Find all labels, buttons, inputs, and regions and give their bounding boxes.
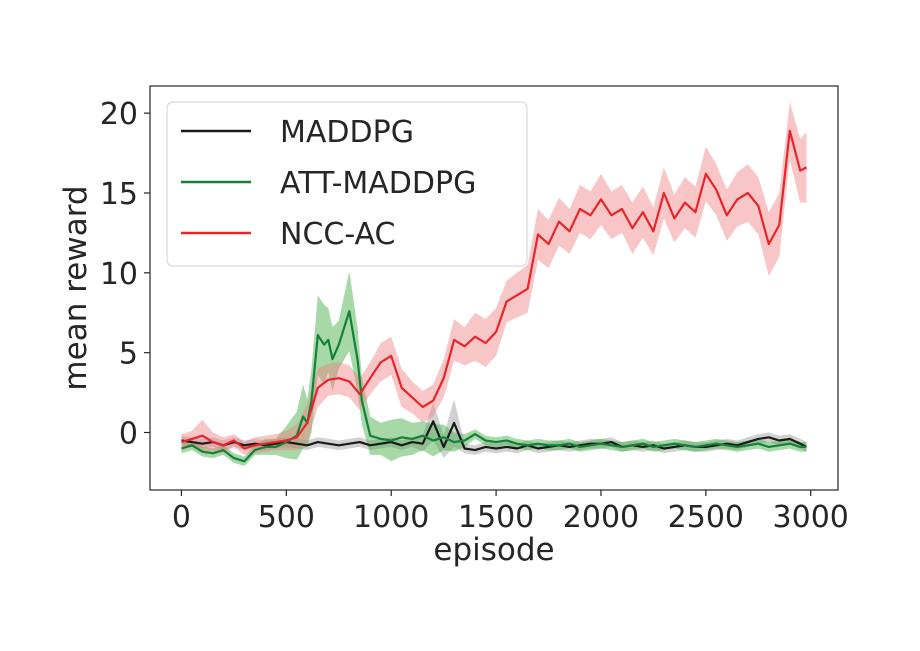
x-tick-label: 2500 [668, 500, 744, 535]
y-tick-label: 0 [119, 417, 138, 452]
x-tick-label: 0 [172, 500, 191, 535]
legend-box [166, 101, 528, 267]
x-tick-label: 2000 [563, 500, 639, 535]
x-axis-ticks: 0 500 1000 1500 2000 2500 3000 [172, 490, 849, 535]
legend-label-maddpg: MADDPG [280, 115, 414, 150]
y-tick-label: 5 [119, 337, 138, 372]
legend-label-att-maddpg: ATT-MADDPG [280, 166, 476, 201]
x-tick-label: 3000 [773, 500, 849, 535]
legend: MADDPG ATT-MADDPG NCC-AC [166, 101, 528, 267]
x-tick-label: 500 [258, 500, 315, 535]
x-tick-label: 1000 [353, 500, 429, 535]
series-lines [181, 129, 807, 463]
x-tick-label: 1500 [458, 500, 534, 535]
y-tick-label: 10 [100, 257, 138, 292]
legend-label-ncc-ac: NCC-AC [280, 217, 395, 252]
x-axis-title: episode [433, 532, 554, 568]
y-tick-label: 20 [100, 97, 138, 132]
band-maddpg [181, 399, 807, 459]
y-axis-ticks: 0 5 10 15 20 [100, 97, 150, 452]
band-ncc-ac [181, 102, 807, 455]
plot-frame [149, 85, 839, 491]
y-tick-label: 15 [100, 177, 138, 212]
line-ncc-ac [181, 129, 807, 450]
y-axis-title: mean reward [58, 185, 94, 390]
